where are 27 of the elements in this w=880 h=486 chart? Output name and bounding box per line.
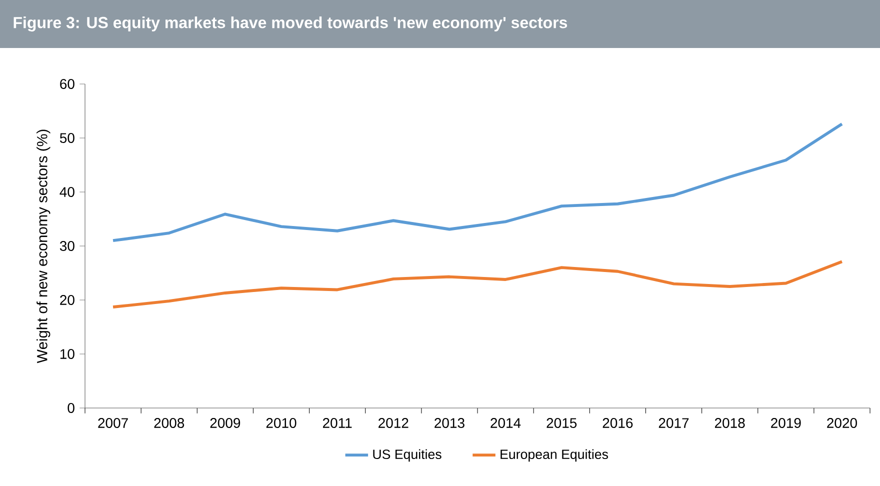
- y-tick-label: 0: [68, 403, 74, 413]
- x-tick-label: 2013: [434, 418, 464, 428]
- x-tick-label: 2019: [771, 418, 801, 428]
- x-tick-label: 2017: [658, 418, 689, 428]
- line-series: [112, 122, 844, 242]
- y-tick-label: 40: [60, 187, 74, 197]
- x-tick-label: 2012: [378, 418, 408, 428]
- y-tick-label: 60: [60, 79, 74, 89]
- chart-title: Figure 3: US equity markets have moved towards 'new economy' sectors: [14, 16, 568, 32]
- x-tick-label: 2010: [266, 418, 296, 428]
- line-series: [112, 260, 844, 308]
- legend-label: US Equities: [373, 449, 442, 462]
- legend-label: European Equities: [500, 449, 608, 462]
- x-tick-label: 2016: [602, 418, 633, 428]
- x-tick-label: 2020: [827, 418, 857, 428]
- y-axis-title: Weight of new economy sectors (%): [36, 130, 50, 364]
- x-tick-label: 2008: [154, 418, 184, 428]
- x-tick-label: 2007: [98, 418, 128, 428]
- y-tick-label: 20: [60, 295, 74, 305]
- x-tick-label: 2014: [490, 418, 521, 428]
- y-tick-label: 10: [60, 349, 74, 359]
- x-tick-label: 2009: [210, 418, 240, 428]
- y-tick-label: 30: [60, 241, 74, 251]
- x-tick-label: 2015: [546, 418, 577, 428]
- y-tick-label: 50: [60, 133, 74, 143]
- x-tick-label: 2011: [322, 418, 352, 428]
- x-tick-label: 2018: [714, 418, 745, 428]
